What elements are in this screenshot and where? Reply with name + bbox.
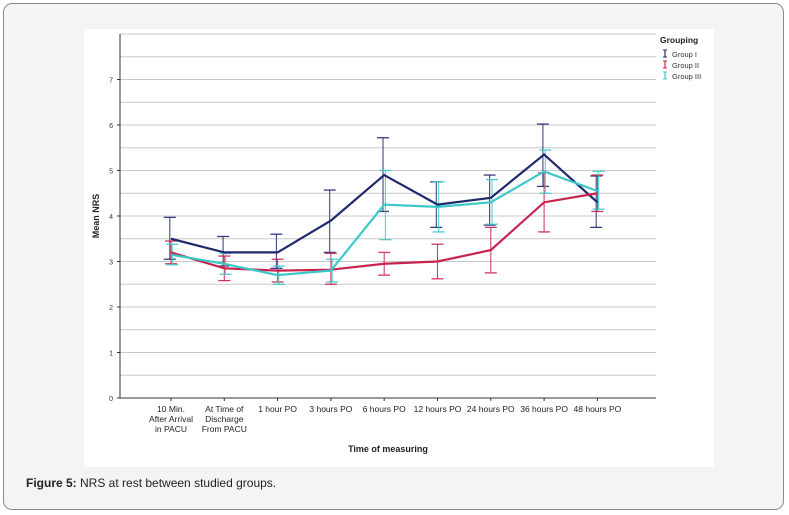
x-tick-label: 36 hours PO — [520, 404, 568, 414]
figure-caption: Figure 5: NRS at rest between studied gr… — [26, 476, 276, 490]
x-tick-label: 6 hours PO — [363, 404, 406, 414]
figure-frame: 0 1 2 3 4 5 6 7 10 Min. After Arrival in PACU At Ti… — [3, 3, 784, 510]
legend-label: Group I — [672, 50, 697, 59]
nrs-line-chart: 0 1 2 3 4 5 6 7 10 Min. After Arrival in PACU At Ti… — [91, 33, 701, 454]
x-tick-label: 3 hours PO — [309, 404, 352, 414]
legend-title: Grouping — [660, 35, 698, 45]
x-tick-label: 1 hour PO — [258, 404, 297, 414]
y-tick-label: 0 — [109, 396, 113, 403]
x-tick-label: At Time of Discharge From PACU — [202, 404, 247, 434]
caption-label: Figure 5: — [26, 476, 77, 490]
legend-label: Group III — [672, 72, 701, 81]
x-tick-label: 48 hours PO — [574, 404, 622, 414]
x-tick-label: 12 hours PO — [414, 404, 462, 414]
y-tick-label: 1 — [109, 351, 113, 358]
y-tick-label: 2 — [109, 305, 113, 312]
y-tick-label: 6 — [109, 123, 113, 130]
series-line-group-ii — [170, 192, 598, 272]
series-line-group-iii — [170, 170, 598, 277]
y-tick-label: 7 — [109, 78, 113, 85]
caption-text: NRS at rest between studied groups. — [80, 476, 277, 490]
legend-label: Group II — [672, 61, 699, 70]
y-tick-label: 4 — [109, 214, 113, 221]
x-tick-label: 10 Min. After Arrival in PACU — [149, 404, 193, 434]
series-line-group-i — [170, 153, 599, 254]
chart-container: 0 1 2 3 4 5 6 7 10 Min. After Arrival in PACU At Ti… — [84, 29, 714, 467]
y-tick-label: 5 — [109, 169, 113, 176]
y-axis-title: Mean NRS — [91, 194, 101, 239]
y-tick-label: 3 — [109, 260, 113, 267]
x-axis-title: Time of measuring — [348, 444, 428, 454]
x-tick-label: 24 hours PO — [467, 404, 515, 414]
